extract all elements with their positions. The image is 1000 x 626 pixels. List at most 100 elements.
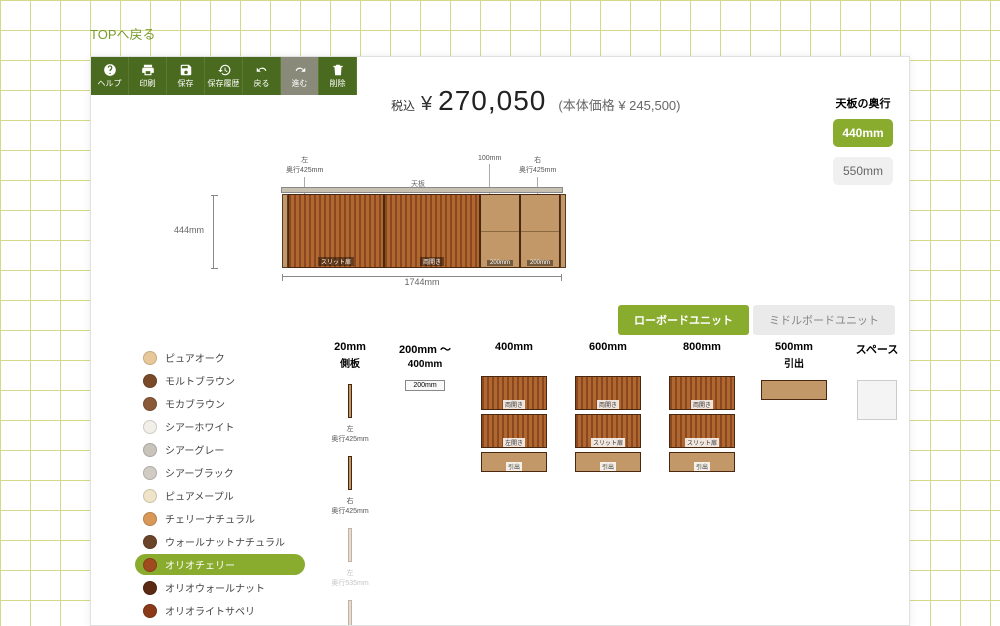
swatch-icon (143, 604, 157, 618)
swatch-icon (143, 558, 157, 572)
print-button[interactable]: 印刷 (129, 57, 167, 95)
price-amount: 270,050 (438, 85, 546, 117)
color-swatch-item[interactable]: モカブラウン (135, 393, 305, 414)
save-button[interactable]: 保存 (167, 57, 205, 95)
side-panel-part[interactable]: 左 奥行535mm (319, 524, 381, 588)
color-palette: ピュアオークモルトブラウンモカブラウンシアーホワイトシアーグレーシアーブラックピ… (135, 347, 305, 626)
preview-unit[interactable]: スリット扉 (288, 194, 384, 268)
cabinet-part[interactable]: 両開き (669, 376, 735, 410)
price-base: (本体価格 ¥ 245,500) (558, 95, 680, 114)
parts-subheader (841, 359, 910, 370)
cabinet-part[interactable] (761, 380, 827, 400)
swatch-label: ピュアメープル (165, 488, 234, 503)
toolbar-label: 保存履歴 (208, 78, 240, 89)
undo-button[interactable]: 戻る (243, 57, 281, 95)
parts-subheader: 400mm (385, 359, 465, 370)
swatch-label: オリオライトサペリ (165, 603, 255, 618)
toolbar-label: 保存 (178, 78, 194, 89)
parts-header: 20mm (319, 341, 381, 353)
swatch-label: モカブラウン (165, 396, 225, 411)
parts-header: 600mm (563, 341, 653, 353)
cabinet-part[interactable]: スリット扉 (669, 414, 735, 448)
swatch-icon (143, 512, 157, 526)
cabinet-part[interactable]: 引出 (669, 452, 735, 472)
parts-subheader: 引出 (751, 355, 837, 370)
cabinet-part[interactable]: 両開き (575, 376, 641, 410)
color-swatch-item[interactable]: オリオライトサペリ (135, 600, 305, 621)
cabinet-part[interactable]: 両開き (481, 376, 547, 410)
depth-selector: 天板の奥行 440mm 550mm (833, 95, 893, 195)
space-part[interactable] (857, 380, 897, 420)
swatch-label: オリオチェリー (165, 557, 235, 572)
dim-horizontal: 1744mm (282, 276, 562, 287)
swatch-icon (143, 351, 157, 365)
cabinet-part[interactable]: 引出 (575, 452, 641, 472)
swatch-icon (143, 397, 157, 411)
top-plate (281, 187, 563, 193)
preview-canvas: 444mm 左 奥行425mm100mm右 奥行425mm 天板 スリット扉両開… (241, 157, 661, 297)
side-panel-part[interactable]: 左 奥行425mm (319, 380, 381, 444)
swatch-label: シアーグレー (165, 442, 224, 457)
color-swatch-item[interactable]: ピュアメープル (135, 485, 305, 506)
swatch-icon (143, 374, 157, 388)
help-button[interactable]: ヘルプ (91, 57, 129, 95)
color-swatch-item[interactable]: オリオウォールナット (135, 577, 305, 598)
color-swatch-item[interactable]: ウォールナットナチュラル (135, 531, 305, 552)
depth-option[interactable]: 440mm (833, 119, 893, 147)
color-swatch-item[interactable]: シアーブラック (135, 462, 305, 483)
color-swatch-item[interactable]: シアーグレー (135, 439, 305, 460)
unit-tabs: ローボードユニットミドルボードユニット (618, 305, 895, 335)
parts-header: 400mm (469, 341, 559, 353)
unit-tab[interactable]: ミドルボードユニット (753, 305, 895, 335)
cabinet-part[interactable]: スリット扉 (575, 414, 641, 448)
preview-unit[interactable] (560, 194, 566, 268)
swatch-label: オリオウォールナット (165, 580, 265, 595)
side-panel-part[interactable]: 右 奥行425mm (319, 452, 381, 516)
delete-button[interactable]: 削除 (319, 57, 357, 95)
cabinet-assembly[interactable]: スリット扉両開き200mm200mm (282, 194, 566, 268)
cabinet-part[interactable]: 引出 (481, 452, 547, 472)
price-yen-symbol: ¥ (421, 93, 432, 116)
color-swatch-item[interactable]: シアーホワイト (135, 416, 305, 437)
parts-header: 500mm (751, 341, 837, 353)
cabinet-part[interactable]: 左開き (481, 414, 547, 448)
toolbar-label: 削除 (330, 78, 346, 89)
color-swatch-item[interactable]: チェリーナチュラル (135, 508, 305, 529)
redo-button: 進む (281, 57, 319, 95)
parts-subheader (657, 355, 747, 366)
swatch-label: ウォールナットナチュラル (165, 534, 285, 549)
swatch-label: モルトブラウン (165, 373, 235, 388)
parts-header: 200mm 〜 (385, 341, 465, 357)
depth-title: 天板の奥行 (833, 95, 893, 111)
swatch-label: シアーブラック (165, 465, 234, 480)
preview-unit[interactable]: 両開き (384, 194, 480, 268)
swatch-icon (143, 420, 157, 434)
color-swatch-item[interactable]: モルトブラウン (135, 370, 305, 391)
swatch-icon (143, 489, 157, 503)
swatch-label: チェリーナチュラル (165, 511, 255, 526)
parts-header: スペース (841, 341, 910, 357)
parts-column: 200mm 〜 400mm 200mm (385, 341, 465, 626)
parts-grid: 20mm 側板左 奥行425mm 右 奥行425mm 左 奥行535mm 右 奥行535… (319, 341, 897, 626)
parts-column: スペース (841, 341, 910, 626)
parts-column: 20mm 側板左 奥行425mm 右 奥行425mm 左 奥行535mm 右 奥行535… (319, 341, 381, 626)
spacer-chip[interactable]: 200mm (405, 380, 445, 391)
preview-unit[interactable]: 200mm (480, 194, 520, 268)
depth-option[interactable]: 550mm (833, 157, 893, 185)
swatch-label: シアーホワイト (165, 419, 234, 434)
parts-subheader: 側板 (319, 355, 381, 370)
swatch-icon (143, 535, 157, 549)
side-panel-part[interactable]: 右 奥行535mm (319, 596, 381, 626)
top-back-link[interactable]: TOPへ戻る (90, 24, 156, 43)
toolbar-label: 戻る (254, 78, 270, 89)
history-button[interactable]: 保存履歴 (205, 57, 243, 95)
preview-unit[interactable]: 200mm (520, 194, 560, 268)
swatch-icon (143, 466, 157, 480)
swatch-icon (143, 443, 157, 457)
parts-subheader (469, 355, 559, 366)
price-row: 税込 ¥ 270,050 (本体価格 ¥ 245,500) (391, 85, 681, 117)
unit-tab[interactable]: ローボードユニット (618, 305, 749, 335)
parts-column: 800mm 両開きスリット扉引出 (657, 341, 747, 626)
color-swatch-item[interactable]: オリオチェリー (135, 554, 305, 575)
color-swatch-item[interactable]: ピュアオーク (135, 347, 305, 368)
